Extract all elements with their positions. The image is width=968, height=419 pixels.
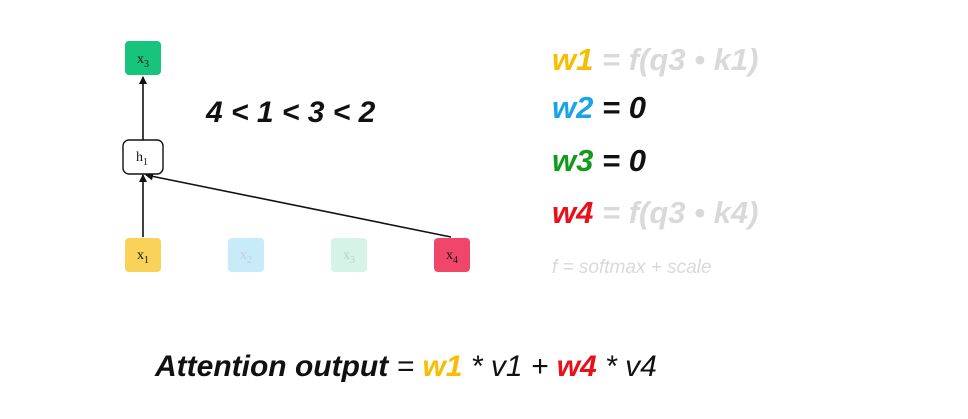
ordering-label: 4 < 1 < 3 < 2 [206,96,376,129]
svg-text:h1: h1 [136,150,148,168]
weight-w2: w2 [552,90,594,125]
svg-text:x2: x2 [240,248,252,266]
output-term2: * v4 [596,350,657,383]
weight-w1: w1 [552,42,594,77]
output-term1: * v1 + [462,350,557,383]
equation-w3: w3 = 0 [552,145,646,176]
equation-w2: w2 = 0 [552,92,646,123]
input-node-x2: x2 [228,238,264,272]
equation-w2-rest: = 0 [593,90,646,125]
equation-w4: w4 = f(q3 • k4) [552,197,758,228]
attention-output-equation: Attention output = w1 * v1 + w4 * v4 [155,352,657,382]
equation-w3-rest: = 0 [593,143,646,178]
equation-w1-rest: = f(q3 • k1) [593,42,759,77]
equation-w1: w1 = f(q3 • k1) [552,44,758,75]
svg-text:x3: x3 [137,52,149,70]
equation-w4-rest: = f(q3 • k4) [593,195,759,230]
output-w4: w4 [556,350,597,383]
svg-text:x4: x4 [446,248,458,266]
softmax-note: f = softmax + scale [552,257,712,278]
output-w1: w1 [422,350,463,383]
edge-x4-h1 [145,172,452,238]
svg-text:x3: x3 [343,248,355,266]
output-node-x3: x3 [125,41,161,75]
input-node-x1: x1 [125,238,161,272]
attention-output-label: Attention output [155,350,389,383]
input-node-x3: x3 [331,238,367,272]
weight-w4: w4 [552,195,594,230]
output-equals: = [388,350,423,383]
weight-w3: w3 [552,143,594,178]
hidden-node-h1: h1 [122,139,164,175]
svg-text:x1: x1 [137,248,149,266]
input-node-x4: x4 [434,238,470,272]
